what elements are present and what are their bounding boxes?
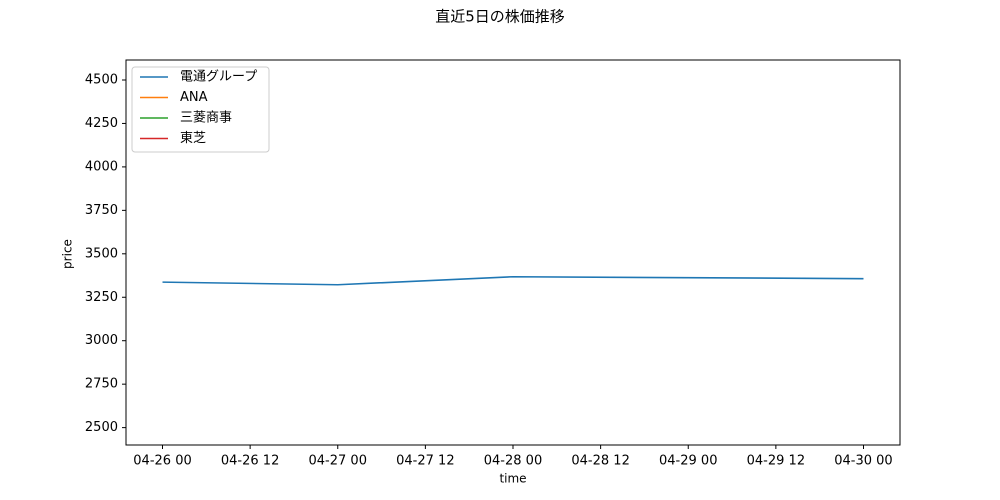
y-tick-label: 3250 bbox=[85, 290, 118, 305]
plot-frame bbox=[125, 59, 901, 446]
y-tick-label: 4250 bbox=[85, 116, 118, 131]
legend-label: ANA bbox=[180, 90, 208, 105]
series-line bbox=[162, 275, 864, 286]
y-tick-label: 4500 bbox=[85, 72, 118, 87]
x-tick-label: 04-28 12 bbox=[571, 454, 629, 469]
legend-label: 三菱商事 bbox=[180, 111, 232, 126]
x-tick-label: 04-27 00 bbox=[309, 454, 367, 469]
y-tick-label: 3000 bbox=[85, 333, 118, 348]
legend-label: 東芝 bbox=[180, 130, 206, 146]
x-axis-label: time bbox=[499, 472, 526, 486]
y-axis-label: price bbox=[61, 239, 75, 269]
y-tick-label: 4000 bbox=[85, 159, 118, 174]
x-tick-label: 04-26 00 bbox=[133, 454, 191, 469]
x-tick-label: 04-26 12 bbox=[221, 454, 279, 469]
chart-title: 直近5日の株価推移 bbox=[435, 8, 565, 26]
y-tick-label: 2750 bbox=[85, 377, 118, 392]
legend-label: 電通グループ bbox=[180, 70, 257, 85]
x-tick-label: 04-27 12 bbox=[396, 454, 454, 469]
x-tick-label: 04-29 00 bbox=[659, 454, 717, 469]
x-tick-label: 04-29 12 bbox=[747, 454, 805, 469]
x-tick-label: 04-28 00 bbox=[484, 454, 542, 469]
x-tick-label: 04-30 00 bbox=[834, 454, 892, 469]
y-tick-label: 2500 bbox=[85, 420, 118, 435]
y-tick-label: 3750 bbox=[85, 203, 118, 218]
legend-box bbox=[131, 66, 270, 153]
y-tick-label: 3500 bbox=[85, 246, 118, 261]
